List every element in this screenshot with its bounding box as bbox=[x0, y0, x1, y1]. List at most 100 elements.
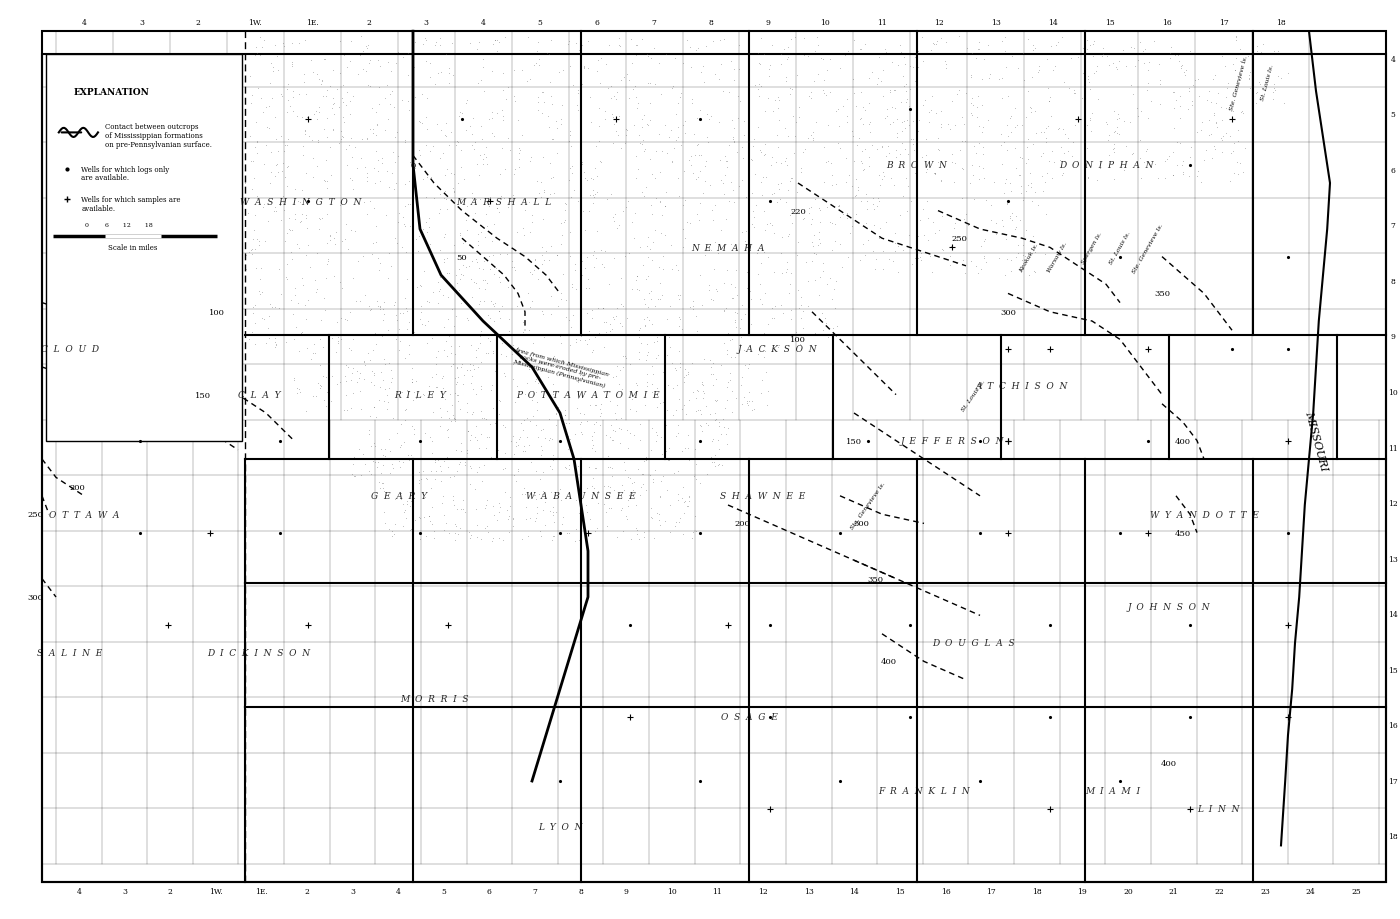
Point bbox=[273, 144, 295, 159]
Point bbox=[476, 276, 498, 290]
Point bbox=[1103, 142, 1126, 156]
Point bbox=[402, 95, 424, 109]
Point bbox=[427, 66, 449, 81]
Point bbox=[644, 351, 666, 366]
Point bbox=[357, 427, 379, 442]
Point bbox=[974, 233, 997, 247]
Point bbox=[241, 183, 263, 198]
Point bbox=[742, 140, 764, 154]
Point bbox=[332, 111, 354, 126]
Point bbox=[515, 500, 538, 515]
Point bbox=[615, 351, 637, 366]
Point bbox=[588, 102, 610, 117]
Point bbox=[557, 38, 580, 52]
Point bbox=[952, 254, 974, 268]
Point bbox=[501, 512, 524, 527]
Point bbox=[567, 195, 589, 210]
Point bbox=[676, 428, 699, 443]
Point bbox=[685, 173, 707, 187]
Point bbox=[584, 187, 606, 202]
Point bbox=[1086, 60, 1109, 74]
Point bbox=[1256, 78, 1278, 93]
Point bbox=[1001, 50, 1023, 64]
Point bbox=[1077, 73, 1099, 87]
Point bbox=[508, 153, 531, 167]
Point bbox=[357, 39, 379, 53]
Point bbox=[745, 199, 767, 213]
Point bbox=[276, 83, 298, 97]
Point bbox=[379, 444, 402, 459]
Point bbox=[749, 278, 771, 292]
Point bbox=[449, 445, 472, 460]
Point bbox=[1012, 193, 1035, 208]
Point bbox=[470, 74, 493, 88]
Point bbox=[482, 499, 504, 514]
Point bbox=[722, 121, 745, 136]
Point bbox=[682, 294, 704, 309]
Point bbox=[636, 348, 658, 363]
Point bbox=[514, 487, 536, 502]
Point bbox=[672, 222, 694, 237]
Point bbox=[589, 155, 612, 170]
Point bbox=[372, 505, 395, 520]
Point bbox=[703, 405, 725, 420]
Point bbox=[1057, 81, 1079, 96]
Point bbox=[319, 229, 342, 244]
Point bbox=[1232, 165, 1254, 180]
Point bbox=[349, 49, 371, 63]
Point bbox=[647, 292, 669, 307]
Point bbox=[591, 301, 613, 316]
Point bbox=[346, 365, 368, 380]
Text: M  I  A  M  I: M I A M I bbox=[1085, 786, 1141, 795]
Point bbox=[902, 115, 924, 130]
Point bbox=[599, 79, 622, 94]
Point bbox=[547, 66, 570, 81]
Point bbox=[596, 460, 619, 474]
Text: 4: 4 bbox=[1390, 56, 1396, 64]
Point bbox=[825, 105, 847, 119]
Point bbox=[1114, 139, 1137, 153]
Point bbox=[414, 190, 437, 205]
Point bbox=[556, 526, 578, 540]
Point bbox=[532, 186, 554, 200]
Point bbox=[977, 39, 1000, 53]
Point bbox=[344, 469, 367, 483]
Point bbox=[1135, 84, 1158, 98]
Point bbox=[535, 451, 557, 466]
Point bbox=[703, 293, 725, 308]
Point bbox=[781, 205, 804, 220]
Point bbox=[930, 118, 952, 132]
Point bbox=[368, 301, 391, 315]
Point bbox=[589, 51, 612, 66]
Point bbox=[615, 200, 637, 215]
Text: B  R  O  W  N: B R O W N bbox=[886, 161, 948, 170]
Point bbox=[883, 244, 906, 259]
Point bbox=[402, 375, 424, 390]
Point bbox=[532, 150, 554, 165]
Point bbox=[445, 388, 468, 403]
Point bbox=[886, 266, 909, 280]
Point bbox=[340, 402, 363, 416]
Point bbox=[605, 412, 627, 426]
Point bbox=[641, 475, 664, 490]
Point bbox=[749, 58, 771, 73]
Point bbox=[400, 448, 423, 463]
Point bbox=[616, 512, 638, 527]
Point bbox=[869, 221, 892, 236]
Point bbox=[1021, 194, 1043, 209]
Point bbox=[776, 158, 798, 173]
Point bbox=[858, 96, 881, 111]
Point bbox=[497, 509, 519, 524]
Text: 17: 17 bbox=[1218, 19, 1228, 27]
Point bbox=[374, 357, 396, 372]
Point bbox=[465, 502, 487, 516]
Point bbox=[435, 267, 458, 281]
Point bbox=[581, 346, 603, 360]
Point bbox=[473, 221, 496, 236]
Point bbox=[1023, 266, 1046, 280]
Point bbox=[664, 466, 686, 481]
Point bbox=[1077, 70, 1099, 85]
Point bbox=[353, 358, 375, 373]
Point bbox=[266, 165, 288, 180]
Point bbox=[844, 99, 867, 114]
